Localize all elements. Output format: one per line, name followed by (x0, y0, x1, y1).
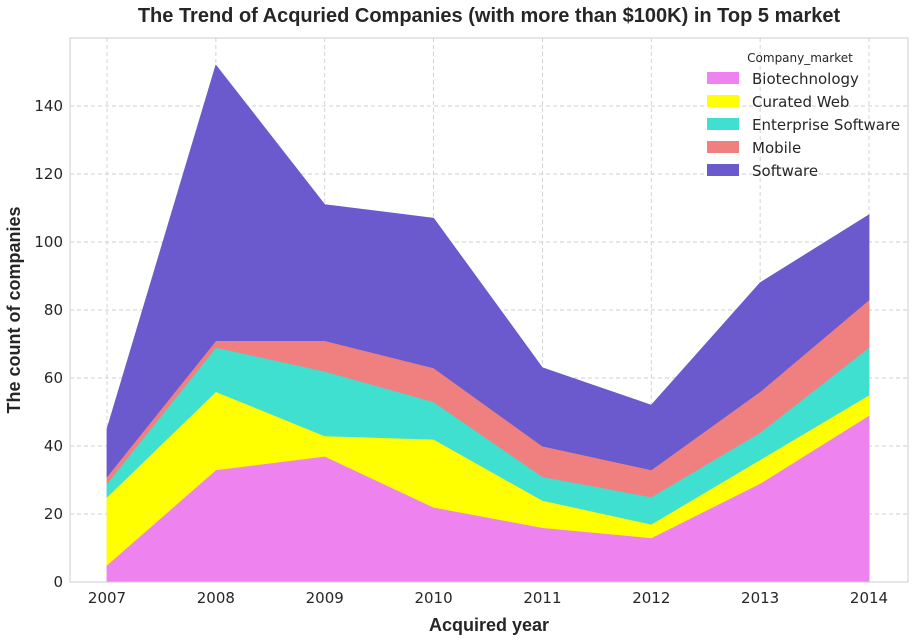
legend-label-mobile: Mobile (752, 139, 801, 157)
x-tick-label: 2007 (88, 589, 126, 607)
x-tick-label: 2009 (306, 589, 344, 607)
legend-title: Company_market (747, 51, 853, 65)
area-series (106, 64, 870, 583)
y-tick-label: 80 (44, 301, 63, 319)
y-tick-label: 100 (34, 233, 63, 251)
y-axis-ticks: 0 20 40 60 80 100 120 140 (34, 97, 63, 591)
legend-label-curated-web: Curated Web (752, 93, 849, 111)
legend-label-enterprise-software: Enterprise Software (752, 116, 900, 134)
legend: Company_market Biotechnology Curated Web E… (707, 51, 900, 180)
x-tick-label: 2014 (850, 589, 888, 607)
x-tick-label: 2012 (632, 589, 670, 607)
legend-swatch-enterprise-software (707, 118, 739, 130)
legend-swatch-software (707, 164, 739, 176)
y-tick-label: 40 (44, 437, 63, 455)
legend-label-biotechnology: Biotechnology (752, 70, 859, 88)
plot-border (69, 37, 909, 583)
y-tick-label: 0 (53, 573, 63, 591)
legend-label-software: Software (752, 162, 818, 180)
plot-frame (69, 37, 909, 583)
x-axis-label: Acquired year (429, 615, 549, 635)
legend-swatch-mobile (707, 141, 739, 153)
x-tick-label: 2010 (414, 589, 452, 607)
chart-title: The Trend of Acquried Companies (with mo… (138, 5, 841, 27)
x-tick-label: 2011 (523, 589, 561, 607)
legend-swatch-biotechnology (707, 72, 739, 84)
area-software (106, 64, 870, 478)
x-tick-label: 2008 (197, 589, 235, 607)
y-tick-label: 120 (34, 165, 63, 183)
y-axis-label: The count of companies (4, 206, 24, 413)
x-tick-label: 2013 (741, 589, 779, 607)
legend-swatch-curated-web (707, 95, 739, 107)
y-tick-label: 140 (34, 97, 63, 115)
y-tick-label: 60 (44, 369, 63, 387)
y-tick-label: 20 (44, 505, 63, 523)
x-axis-ticks: 2007 2008 2009 2010 2011 2012 2013 2014 (88, 589, 888, 607)
